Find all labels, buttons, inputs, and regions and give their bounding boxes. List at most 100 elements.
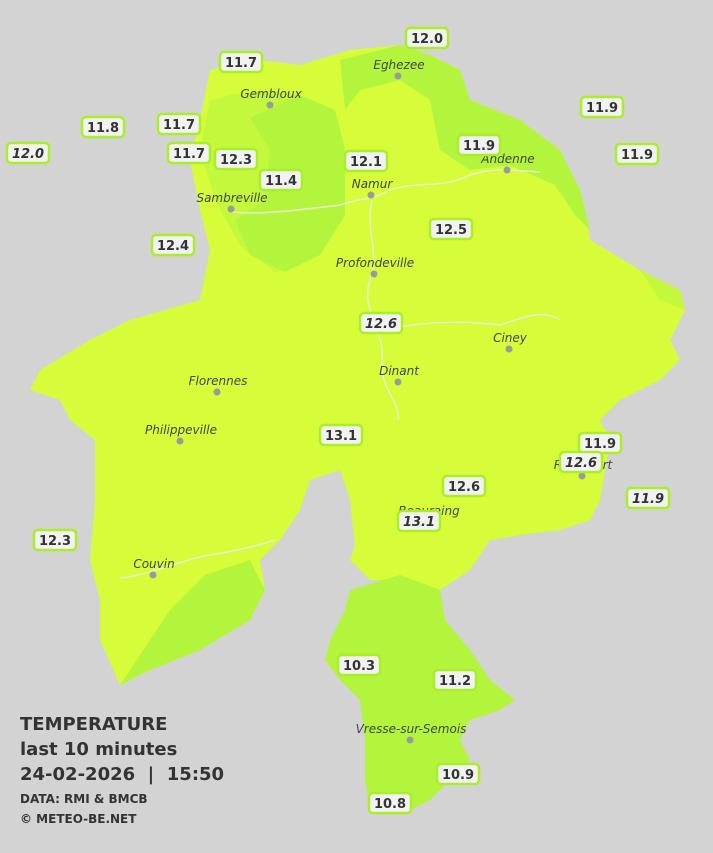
station-temperature: 13.1 [403,515,435,530]
station-box [441,474,487,498]
town-dot [394,72,402,80]
station-temperature: 11.2 [439,674,471,689]
station-temperature: 10.3 [343,659,375,674]
station: 10.3 [336,653,382,677]
town-dot [406,736,414,744]
station-box [318,423,364,447]
station: 12.5 [428,217,474,241]
town-label: Eghezee [373,58,424,72]
station-temperature: 11.4 [265,174,297,189]
station-box [614,142,660,166]
station-temperature: 12.4 [157,239,189,254]
station-box [579,95,625,119]
town-label: Philippeville [145,423,217,437]
station: 11.9 [456,133,502,157]
zone-east [640,270,685,310]
station: 11.9 [577,431,623,455]
station: 13.1 [396,509,442,533]
town-label: Couvin [133,557,174,571]
town-label: Gembloux [240,87,302,101]
town-label: Dinant [379,364,420,378]
town-label: Ciney [493,331,528,345]
station-temperature: 12.6 [448,480,480,495]
station: 12.6 [358,311,404,335]
station-box [218,50,264,74]
station-box [258,168,304,192]
station-temperature: 11.7 [163,118,195,133]
legend-source: DATA: RMI & BMCB [20,792,148,806]
station-temperature: 11.8 [87,121,119,136]
station: 12.3 [32,528,78,552]
station-box [396,509,442,533]
station-temperature: 12.0 [411,32,443,47]
station-box [80,115,126,139]
station: 10.8 [367,791,413,815]
station-temperature: 12.5 [435,223,467,238]
town-dot [394,378,402,386]
town-label: Florennes [189,374,248,388]
station: 12.4 [150,233,196,257]
station-temperature: 12.3 [220,153,252,168]
station: 11.7 [166,141,212,165]
station: 11.7 [156,112,202,136]
station-box [558,450,604,474]
station-box [336,653,382,677]
station-box [343,149,389,173]
station-temperature: 10.9 [442,768,474,783]
station-box [150,233,196,257]
station-temperature: 11.9 [586,101,618,116]
station: 12.1 [343,149,389,173]
station-temperature: 11.7 [225,56,257,71]
station: 11.8 [80,115,126,139]
station-box [213,147,259,171]
town-dot [505,345,513,353]
station: 12.3 [213,147,259,171]
town-label: Namur [352,177,394,191]
town-label: Sambreville [196,191,267,205]
station-temperature: 12.6 [565,456,597,471]
town-label: Profondeville [336,256,414,270]
legend-copyright: © METEO-BE.NET [20,812,137,826]
station-box [156,112,202,136]
town-dot [176,437,184,445]
station: 11.2 [432,668,478,692]
station-temperature: 12.3 [39,534,71,549]
station-box [367,791,413,815]
town-dot [149,571,157,579]
station-temperature: 13.1 [325,429,357,444]
town-dot [213,388,221,396]
town-dot [227,205,235,213]
station-temperature: 11.9 [621,148,653,163]
station-temperature: 12.1 [350,155,382,170]
legend-timestamp: 24-02-2026 | 15:50 [20,764,224,785]
station-box [432,668,478,692]
station-box [625,486,671,510]
town-label: Vresse-sur-Semois [356,722,467,736]
station-temperature: 12.0 [12,147,44,162]
station: 12.6 [558,450,604,474]
station: 11.9 [614,142,660,166]
station: 12.6 [441,474,487,498]
town-dot [367,191,375,199]
station: 11.7 [218,50,264,74]
legend-title: TEMPERATURE [20,714,167,735]
station-box [456,133,502,157]
station-temperature: 12.6 [365,317,397,332]
station-box [435,762,481,786]
town-dot [266,101,274,109]
legend-period: last 10 minutes [20,739,177,760]
station: 12.0 [404,26,450,50]
station-temperature: 10.8 [374,797,406,812]
station: 13.1 [318,423,364,447]
station-box [32,528,78,552]
zone-southwest [120,560,265,685]
town-dot [578,472,586,480]
station-temperature: 11.9 [463,139,495,154]
station: 11.9 [625,486,671,510]
province-south [325,575,515,815]
station-temperature: 11.9 [584,437,616,452]
town-dot [503,166,511,174]
station-box [5,141,51,165]
station-box [358,311,404,335]
